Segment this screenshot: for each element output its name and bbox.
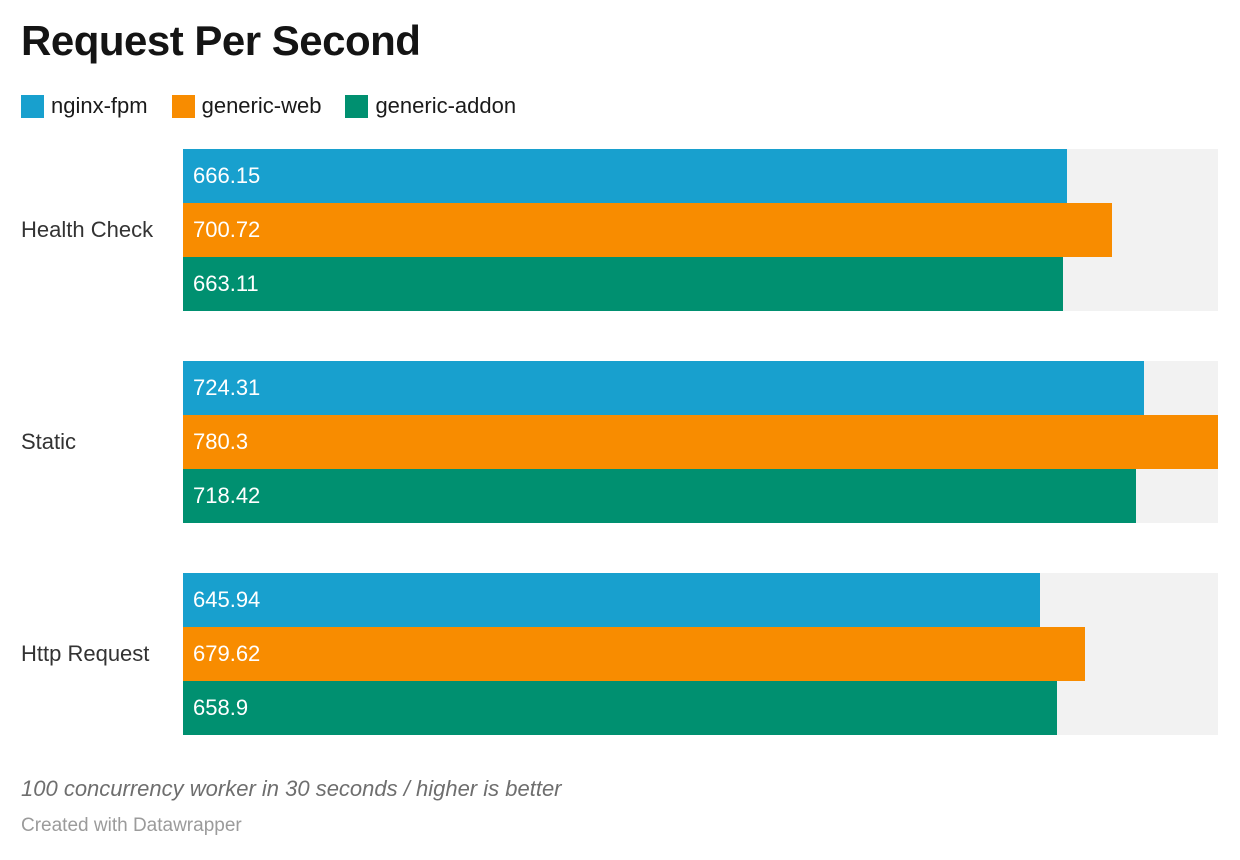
attribution: Created with Datawrapper	[21, 815, 242, 836]
chart-title: Request Per Second	[21, 17, 421, 64]
legend-label: generic-addon	[375, 93, 517, 118]
bar-generic-addon: 718.42	[183, 469, 1136, 523]
legend-item-generic-addon: generic-addon	[345, 93, 516, 119]
legend-swatch-nginx-fpm	[21, 94, 44, 118]
bar-generic-web: 700.72	[183, 203, 1113, 257]
chart-note: 100 concurrency worker in 30 seconds / h…	[21, 776, 562, 801]
bar-nginx-fpm: 645.94	[183, 573, 1040, 627]
bar-value-label: 679.62	[193, 641, 261, 666]
legend-swatch-generic-addon	[345, 94, 369, 118]
chart: Health Check 666.15 700.72 663.11 Static 724.…	[0, 149, 1240, 785]
legend-label: generic-web	[201, 93, 322, 118]
legend-swatch-generic-web	[171, 94, 195, 118]
bar-value-label: 645.94	[193, 587, 261, 612]
category-label: Static	[21, 429, 77, 454]
bar-value-label: 658.9	[193, 695, 249, 720]
bar-group: Static 724.31 780.3 718.42	[0, 361, 1240, 523]
legend-item-nginx-fpm: nginx-fpm	[21, 93, 148, 119]
category-label: Http Request	[21, 641, 150, 666]
bar-group: Http Request 645.94 679.62 658.9	[0, 573, 1240, 735]
bar-value-label: 718.42	[193, 483, 261, 508]
bar-nginx-fpm: 666.15	[183, 149, 1067, 203]
bar-value-label: 724.31	[193, 375, 261, 400]
bar-value-label: 666.15	[193, 163, 261, 188]
bar-group: Health Check 666.15 700.72 663.11	[0, 149, 1240, 311]
bar-generic-addon: 663.11	[183, 257, 1063, 311]
legend-label: nginx-fpm	[51, 93, 148, 118]
legend: nginx-fpm generic-web generic-addon	[21, 93, 540, 119]
bar-generic-web: 780.3	[183, 415, 1218, 469]
bar-value-label: 700.72	[193, 217, 261, 242]
bar-generic-addon: 658.9	[183, 681, 1057, 735]
bar-value-label: 663.11	[193, 271, 259, 296]
bar-value-label: 780.3	[193, 429, 249, 454]
bar-generic-web: 679.62	[183, 627, 1085, 681]
bar-nginx-fpm: 724.31	[183, 361, 1144, 415]
legend-item-generic-web: generic-web	[171, 93, 322, 119]
category-label: Health Check	[21, 217, 154, 242]
